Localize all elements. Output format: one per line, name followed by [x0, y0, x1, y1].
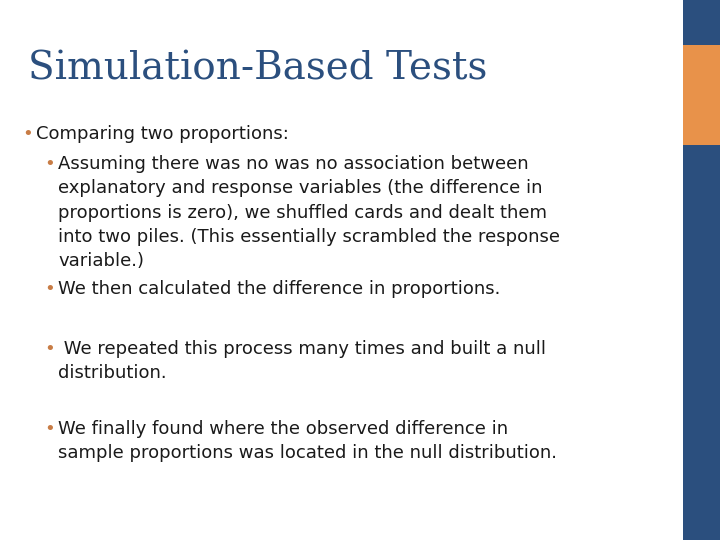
Text: Assuming there was no was no association between
explanatory and response variab: Assuming there was no was no association… [58, 155, 560, 270]
Bar [683, 45, 720, 145]
Text: We finally found where the observed difference in
sample proportions was located: We finally found where the observed diff… [58, 420, 557, 462]
Text: We repeated this process many times and built a null
distribution.: We repeated this process many times and … [58, 340, 546, 382]
Text: Simulation-Based Tests: Simulation-Based Tests [28, 50, 487, 87]
Text: •: • [44, 420, 55, 438]
Text: •: • [44, 155, 55, 173]
Text: •: • [44, 280, 55, 298]
Text: •: • [44, 340, 55, 358]
Text: We then calculated the difference in proportions.: We then calculated the difference in pro… [58, 280, 500, 298]
Text: Comparing two proportions:: Comparing two proportions: [36, 125, 289, 143]
Bar [683, 0, 720, 540]
Text: •: • [22, 125, 32, 143]
